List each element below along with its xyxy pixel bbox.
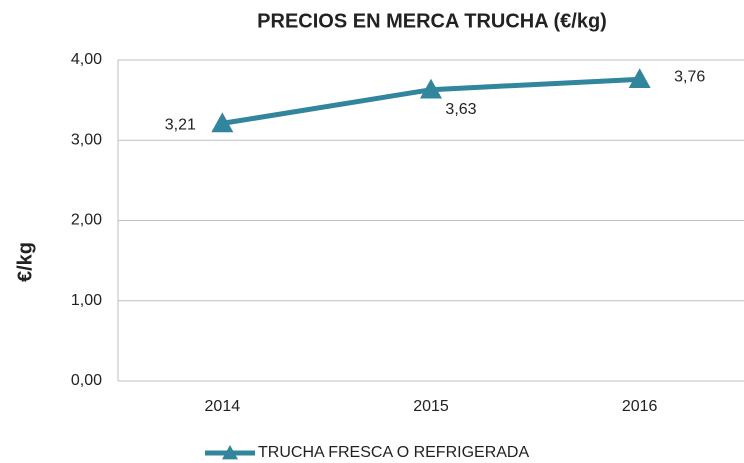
legend-label: TRUCHA FRESCA O REFRIGERADA [258,444,529,461]
marker [420,78,442,99]
y-tick-label: 2,00 [71,212,102,229]
data-label: 3,21 [165,117,196,134]
marker [628,68,651,89]
data-label: 3,63 [445,101,476,118]
y-tick-label: 4,00 [71,51,102,68]
x-tick-label: 2015 [413,398,449,415]
marker [211,112,234,133]
data-label: 3,76 [674,68,705,85]
y-tick-label: 1,00 [71,292,102,309]
y-tick-label: 3,00 [71,131,102,148]
legend-marker [222,445,238,460]
y-tick-label: 0,00 [71,372,102,389]
x-tick-label: 2016 [622,398,658,415]
y-axis-label: €/kg [14,242,36,282]
x-tick-label: 2014 [205,398,241,415]
chart-title: PRECIOS EN MERCA TRUCHA (€/kg) [257,10,607,32]
